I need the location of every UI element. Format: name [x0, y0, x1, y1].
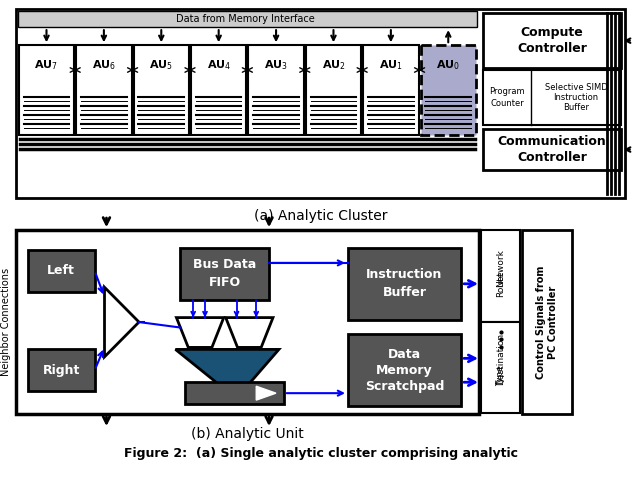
- Polygon shape: [176, 349, 279, 389]
- Text: AU$_{6}$: AU$_{6}$: [92, 58, 116, 72]
- Text: Figure 2:  (a) Single analytic cluster comprising analytic: Figure 2: (a) Single analytic cluster co…: [124, 447, 518, 461]
- Bar: [348, 248, 461, 320]
- Bar: [191, 45, 246, 135]
- Text: Program: Program: [489, 87, 525, 96]
- Bar: [306, 45, 361, 135]
- Text: AU$_{3}$: AU$_{3}$: [264, 58, 288, 72]
- Text: AU$_{7}$: AU$_{7}$: [34, 58, 59, 72]
- Text: AU$_{4}$: AU$_{4}$: [207, 58, 231, 72]
- Text: AU$_{2}$: AU$_{2}$: [322, 58, 345, 72]
- Text: (b) Analytic Unit: (b) Analytic Unit: [191, 427, 304, 441]
- Bar: [16, 9, 625, 198]
- Bar: [249, 45, 304, 135]
- Bar: [522, 230, 572, 414]
- Bar: [483, 13, 621, 68]
- Bar: [76, 45, 132, 135]
- Text: Destination: Destination: [496, 333, 505, 385]
- Text: Controller: Controller: [517, 42, 587, 55]
- Bar: [181, 248, 269, 300]
- Text: Buffer: Buffer: [563, 103, 589, 112]
- Polygon shape: [256, 386, 276, 400]
- Text: (a) Analytic Cluster: (a) Analytic Cluster: [254, 209, 387, 223]
- Text: Network: Network: [496, 249, 505, 287]
- Text: Data from Memory Interface: Data from Memory Interface: [176, 14, 315, 24]
- Text: FIFO: FIFO: [209, 277, 241, 289]
- Bar: [481, 230, 520, 322]
- Bar: [16, 230, 479, 414]
- Text: Control Signals from
PC Controller: Control Signals from PC Controller: [536, 265, 558, 379]
- Text: Selective SIMD: Selective SIMD: [544, 83, 607, 92]
- Text: Compute: Compute: [520, 26, 583, 39]
- Bar: [481, 322, 520, 413]
- Text: AU$_{1}$: AU$_{1}$: [379, 58, 403, 72]
- Text: Data: Data: [388, 348, 421, 361]
- Bar: [185, 382, 284, 404]
- Bar: [19, 45, 74, 135]
- Text: AU$_{0}$: AU$_{0}$: [436, 58, 460, 72]
- Text: Left: Left: [47, 264, 75, 277]
- Bar: [18, 11, 477, 27]
- Polygon shape: [226, 318, 273, 347]
- Text: Memory: Memory: [377, 364, 433, 377]
- Text: Communication: Communication: [497, 135, 606, 148]
- Bar: [348, 335, 461, 406]
- Text: Instruction: Instruction: [366, 268, 443, 281]
- Bar: [483, 129, 621, 170]
- Text: Route: Route: [496, 271, 505, 297]
- Text: Right: Right: [43, 364, 80, 377]
- Text: Neighbor Connections: Neighbor Connections: [1, 268, 11, 376]
- Text: Type: Type: [496, 365, 505, 386]
- Bar: [420, 45, 476, 135]
- Text: Bus Data: Bus Data: [193, 258, 256, 272]
- Bar: [27, 250, 95, 292]
- Bar: [134, 45, 189, 135]
- Text: Scratchpad: Scratchpad: [365, 380, 444, 393]
- Text: Controller: Controller: [517, 151, 587, 164]
- Bar: [363, 45, 418, 135]
- Text: Buffer: Buffer: [382, 286, 427, 299]
- Text: AU$_{5}$: AU$_{5}$: [149, 58, 173, 72]
- Text: Counter: Counter: [490, 99, 524, 108]
- Polygon shape: [176, 318, 224, 347]
- Bar: [27, 349, 95, 391]
- Bar: [483, 70, 621, 124]
- Polygon shape: [104, 287, 139, 357]
- Text: Instruction: Instruction: [553, 93, 598, 102]
